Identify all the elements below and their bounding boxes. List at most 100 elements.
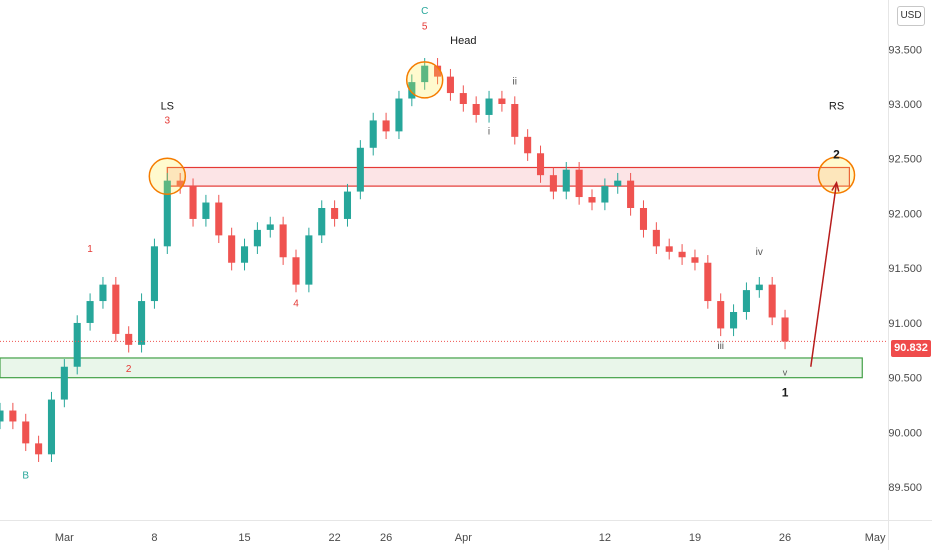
candle-body bbox=[292, 257, 300, 285]
wave-label: Head bbox=[450, 35, 476, 47]
candle-body bbox=[652, 229, 660, 247]
candle-body bbox=[369, 120, 377, 148]
wave-label: v bbox=[783, 367, 788, 377]
pattern-circle bbox=[405, 61, 444, 99]
y-tick-label: 92.500 bbox=[888, 154, 922, 166]
candle-body bbox=[446, 76, 454, 94]
x-tick-label: 12 bbox=[599, 532, 611, 544]
x-tick-label: May bbox=[865, 532, 886, 544]
candle-body bbox=[318, 208, 326, 236]
candle-body bbox=[691, 257, 699, 263]
candle-body bbox=[47, 399, 56, 455]
wave-label: ii bbox=[513, 76, 517, 87]
candle-body bbox=[704, 262, 712, 302]
candle-body bbox=[9, 410, 17, 422]
candle-body bbox=[343, 191, 352, 219]
x-tick-label: 19 bbox=[689, 532, 701, 544]
currency-badge[interactable]: USD bbox=[897, 6, 925, 26]
wave-label: 5 bbox=[422, 22, 428, 33]
resistance-zone bbox=[166, 166, 850, 187]
candle-body bbox=[86, 301, 94, 323]
x-tick-label: 26 bbox=[380, 532, 392, 544]
y-tick-label: 89.500 bbox=[888, 482, 922, 494]
candle-body bbox=[202, 202, 210, 219]
candle-body bbox=[601, 186, 609, 203]
candle-body bbox=[73, 322, 81, 367]
wave-label: B bbox=[22, 470, 29, 481]
y-tick-label: 90.000 bbox=[888, 427, 922, 439]
candle-body bbox=[0, 410, 4, 422]
candle-body bbox=[742, 290, 750, 312]
candle-body bbox=[138, 301, 146, 345]
wave-label: LS bbox=[161, 100, 174, 112]
time-axis[interactable]: Mar 8 15 22 26 Apr 12 19 26 May bbox=[55, 532, 886, 544]
candle-body bbox=[472, 104, 480, 115]
candle-body bbox=[228, 235, 236, 263]
x-tick-label: 15 bbox=[238, 532, 250, 544]
candle-body bbox=[588, 197, 596, 203]
y-tick-label: 93.500 bbox=[888, 44, 922, 56]
wave-label: C bbox=[421, 6, 428, 17]
candle-body bbox=[382, 120, 390, 132]
candle-body bbox=[279, 224, 287, 258]
candle-body bbox=[562, 169, 570, 192]
candle-body bbox=[112, 284, 120, 334]
pattern-circle bbox=[148, 157, 187, 196]
candle-body bbox=[305, 235, 313, 285]
wave-label: 3 bbox=[165, 116, 171, 127]
y-tick-label: 91.500 bbox=[888, 263, 922, 275]
candle-body bbox=[524, 136, 532, 154]
candle-body bbox=[639, 208, 648, 230]
candle-body bbox=[755, 284, 763, 291]
candle-body bbox=[408, 82, 416, 99]
x-tick-label: Mar bbox=[55, 532, 74, 544]
wave-label: 2 bbox=[833, 148, 840, 162]
last-price-tag: 90.832 bbox=[891, 340, 931, 357]
wave-label: RS bbox=[829, 100, 844, 112]
candle-body bbox=[781, 317, 789, 342]
zones-layer bbox=[0, 166, 863, 379]
wave-label: 4 bbox=[293, 299, 299, 310]
candles-layer bbox=[0, 58, 789, 462]
candle-body bbox=[176, 180, 184, 187]
candle-body bbox=[150, 246, 158, 302]
candle-body bbox=[125, 333, 133, 345]
support-zone bbox=[0, 357, 863, 379]
wave-label: 1 bbox=[87, 244, 93, 255]
wave-label: 1 bbox=[782, 385, 789, 399]
candle-body bbox=[189, 186, 197, 219]
candle-body bbox=[163, 180, 171, 247]
y-tick-label: 93.000 bbox=[888, 99, 922, 111]
projection-arrow bbox=[810, 182, 838, 367]
candle-body bbox=[627, 180, 635, 208]
candle-body bbox=[331, 208, 339, 219]
x-tick-label: 26 bbox=[779, 532, 791, 544]
y-tick-label: 92.000 bbox=[888, 208, 922, 220]
wave-label: 2 bbox=[126, 364, 132, 375]
candle-body bbox=[215, 202, 223, 236]
candle-body bbox=[395, 98, 403, 132]
y-tick-label: 91.000 bbox=[888, 318, 922, 330]
price-axis[interactable]: 93.500 93.000 92.500 92.000 91.500 91.000 90.5… bbox=[888, 44, 922, 494]
candle-body bbox=[678, 251, 686, 258]
candle-body bbox=[717, 301, 725, 329]
candle-body bbox=[511, 104, 519, 137]
candle-body bbox=[35, 443, 43, 455]
wave-label: iii bbox=[717, 341, 724, 352]
candle-body bbox=[485, 98, 493, 115]
time-axis-divider bbox=[0, 520, 932, 521]
candle-body bbox=[536, 153, 545, 176]
wave-label: i bbox=[488, 127, 490, 138]
pattern-circle bbox=[817, 156, 856, 194]
x-tick-label: 22 bbox=[328, 532, 340, 544]
x-tick-label: 8 bbox=[151, 532, 157, 544]
candle-body bbox=[356, 147, 364, 192]
candle-body bbox=[421, 65, 429, 83]
candle-body bbox=[665, 246, 673, 252]
candle-body bbox=[549, 175, 557, 192]
candle-body bbox=[434, 65, 442, 77]
candle-body bbox=[730, 312, 738, 329]
y-tick-label: 90.500 bbox=[888, 373, 922, 385]
